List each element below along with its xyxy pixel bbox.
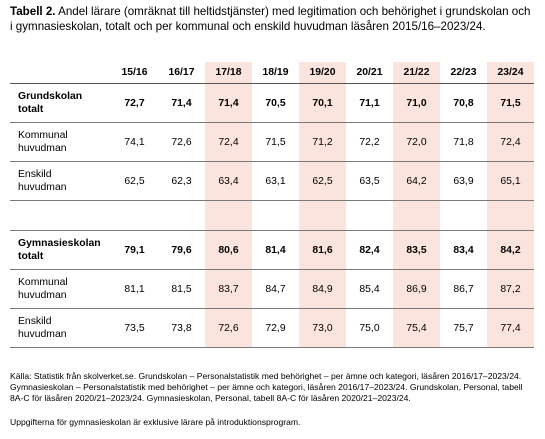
table-cell: 84,7	[252, 269, 299, 309]
table-cell: 62,5	[299, 161, 346, 201]
table-row: Grundskolan totalt 72,7 71,4 71,4 70,5 70…	[10, 83, 534, 123]
row-label: Enskild huvudman	[10, 161, 111, 201]
table-cell: 65,1	[487, 161, 534, 201]
row-label: Kommunal huvudman	[10, 122, 111, 162]
year-header: 23/24	[487, 62, 534, 84]
row-label: Grundskolan totalt	[10, 83, 111, 123]
row-label: Enskild huvudman	[10, 308, 111, 348]
table-cell: 72,0	[393, 122, 440, 162]
spacer-row	[10, 200, 534, 231]
table-cell: 75,7	[440, 308, 487, 348]
table-cell: 71,5	[252, 122, 299, 162]
table-cell: 72,6	[158, 122, 205, 162]
table-cell: 84,2	[487, 230, 534, 270]
table-cell: 70,5	[252, 83, 299, 123]
table-cell: 71,5	[487, 83, 534, 123]
table-cell: 79,1	[111, 230, 158, 270]
table-cell: 71,4	[205, 83, 252, 123]
year-header: 18/19	[252, 62, 299, 84]
table-cell: 63,9	[440, 161, 487, 201]
table-cell: 62,5	[111, 161, 158, 201]
table-cell: 74,1	[111, 122, 158, 162]
caption-label: Tabell 2.	[10, 5, 56, 18]
year-header: 15/16	[111, 62, 158, 84]
table-row: Enskild huvudman 62,5 62,3 63,4 63,1 62,5…	[10, 161, 534, 201]
table-cell: 83,7	[205, 269, 252, 309]
year-header: 20/21	[346, 62, 393, 84]
table-cell: 72,4	[205, 122, 252, 162]
table-cell: 82,4	[346, 230, 393, 270]
year-header: 21/22	[393, 62, 440, 84]
table-cell: 86,9	[393, 269, 440, 309]
table-cell: 71,2	[299, 122, 346, 162]
table-cell: 73,5	[111, 308, 158, 348]
year-header: 17/18	[205, 62, 252, 84]
table-cell: 83,5	[393, 230, 440, 270]
table-cell: 72,9	[252, 308, 299, 348]
table-cell: 63,4	[205, 161, 252, 201]
footnote: Uppgifterna för gymnasieskolan är exklus…	[10, 417, 301, 427]
table-cell: 86,7	[440, 269, 487, 309]
table-cell: 84,9	[299, 269, 346, 309]
table-cell: 63,5	[346, 161, 393, 201]
table-cell: 64,2	[393, 161, 440, 201]
table-row: Gymnasieskolan totalt 79,1 79,6 80,6 81,4…	[10, 230, 534, 270]
table-cell: 72,4	[487, 122, 534, 162]
year-header: 19/20	[299, 62, 346, 84]
source-note: Källa: Statistik från skolverket.se. Gru…	[10, 371, 523, 403]
table-cell: 81,1	[111, 269, 158, 309]
year-header: 16/17	[158, 62, 205, 84]
table-cell: 70,1	[299, 83, 346, 123]
table-cell: 63,1	[252, 161, 299, 201]
table-cell: 81,5	[158, 269, 205, 309]
table-cell: 71,8	[440, 122, 487, 162]
table-cell: 71,1	[346, 83, 393, 123]
table-caption: Tabell 2. Andel lärare (omräknat till he…	[10, 4, 535, 34]
table-row: Enskild huvudman 73,5 73,8 72,6 72,9 73,0…	[10, 308, 534, 348]
table-cell: 85,4	[346, 269, 393, 309]
table-cell: 72,6	[205, 308, 252, 348]
header-row: 15/16 16/17 17/18 18/19 19/20 20/21 21/2…	[10, 62, 534, 84]
table-cell: 72,2	[346, 122, 393, 162]
year-header: 22/23	[440, 62, 487, 84]
table-cell: 73,0	[299, 308, 346, 348]
table-cell: 83,4	[440, 230, 487, 270]
table-cell: 75,0	[346, 308, 393, 348]
caption-text: Andel lärare (omräknat till heltidstjäns…	[10, 5, 531, 33]
teacher-qualification-table: 15/16 16/17 17/18 18/19 19/20 20/21 21/2…	[10, 62, 534, 348]
table-cell: 71,0	[393, 83, 440, 123]
table-cell: 81,4	[252, 230, 299, 270]
table-row: Kommunal huvudman 74,1 72,6 72,4 71,5 71,…	[10, 122, 534, 162]
table-cell: 62,3	[158, 161, 205, 201]
header-corner	[10, 62, 111, 84]
table-cell: 70,8	[440, 83, 487, 123]
table-cell: 72,7	[111, 83, 158, 123]
table-cell: 73,8	[158, 308, 205, 348]
table-cell: 80,6	[205, 230, 252, 270]
table-cell: 77,4	[487, 308, 534, 348]
table-cell: 87,2	[487, 269, 534, 309]
table-cell: 75,4	[393, 308, 440, 348]
table-cell: 71,4	[158, 83, 205, 123]
table-cell: 79,6	[158, 230, 205, 270]
table-row: Kommunal huvudman 81,1 81,5 83,7 84,7 84,…	[10, 269, 534, 309]
row-label: Kommunal huvudman	[10, 269, 111, 309]
table-cell: 81,6	[299, 230, 346, 270]
row-label: Gymnasieskolan totalt	[10, 230, 111, 270]
